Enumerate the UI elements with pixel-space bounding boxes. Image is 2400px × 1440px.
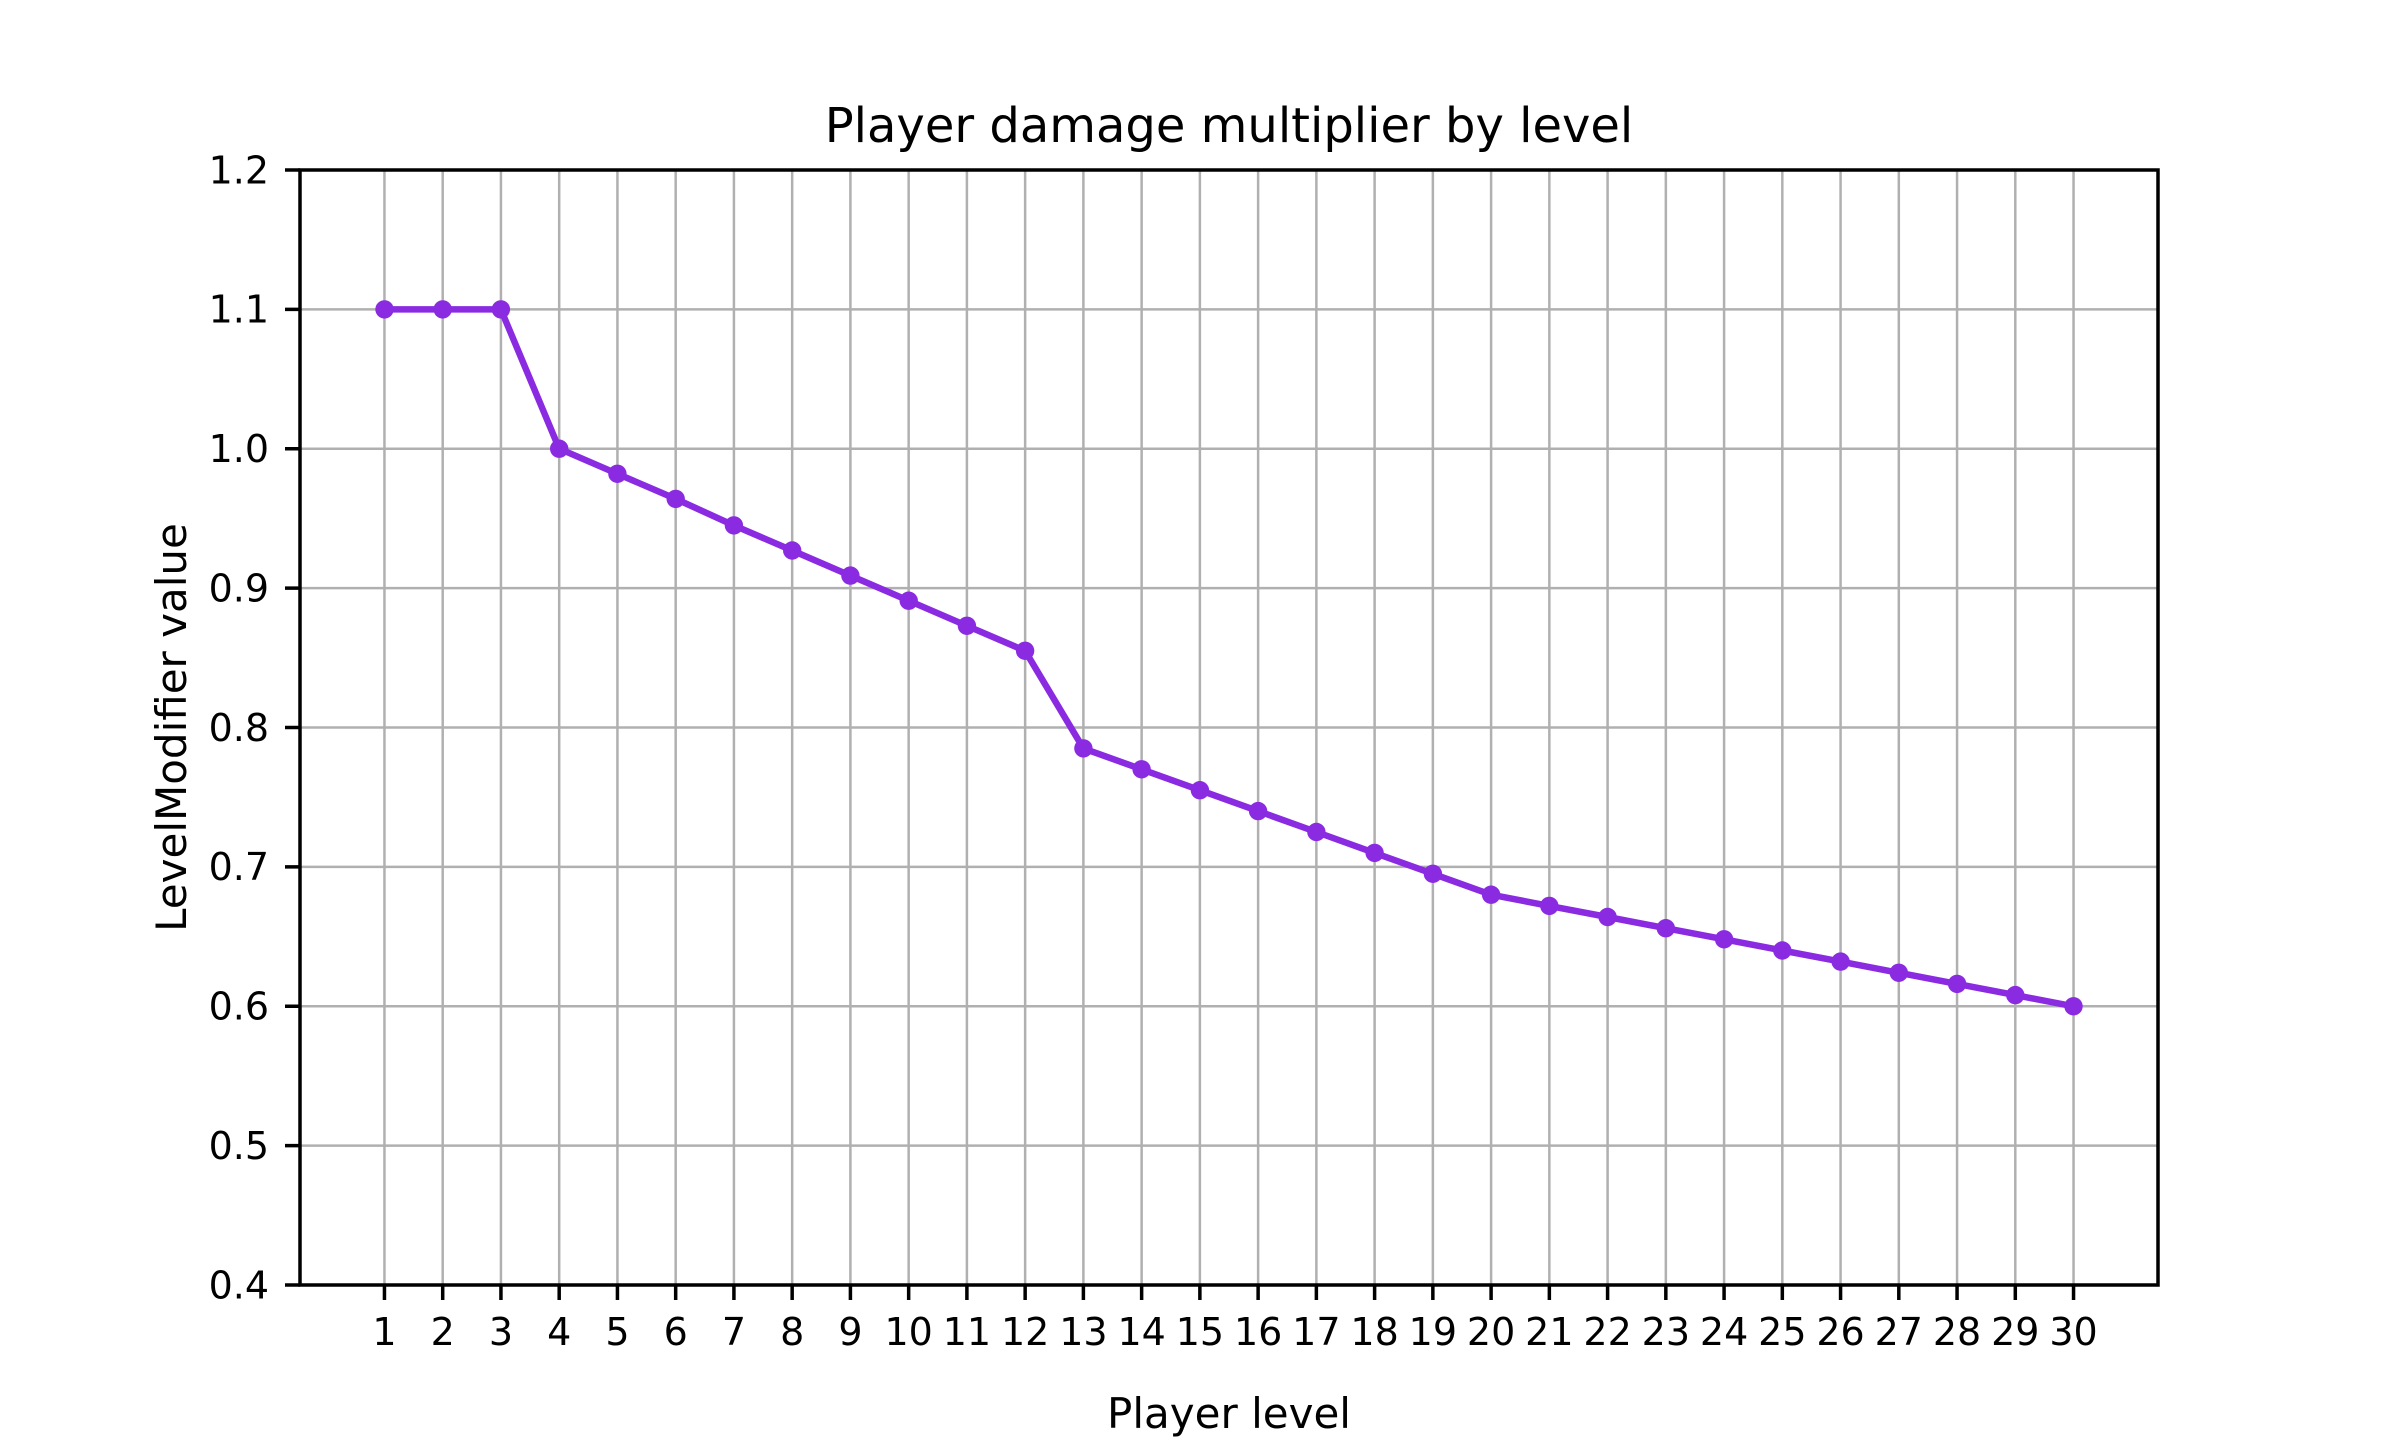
x-tick-label: 6 bbox=[664, 1310, 688, 1354]
x-tick-label: 20 bbox=[1467, 1310, 1515, 1354]
y-tick-label: 0.7 bbox=[209, 845, 269, 889]
x-tick-label: 2 bbox=[431, 1310, 455, 1354]
data-point bbox=[2006, 985, 2025, 1005]
data-point bbox=[1074, 739, 1093, 758]
data-point bbox=[1598, 907, 1617, 927]
data-point bbox=[491, 300, 511, 319]
data-point bbox=[1831, 952, 1850, 971]
data-point bbox=[1365, 843, 1384, 863]
axis-ticks bbox=[285, 168, 2076, 1300]
data-point bbox=[608, 464, 627, 483]
x-tick-label: 10 bbox=[884, 1310, 932, 1354]
y-tick-label: 1.2 bbox=[209, 148, 269, 192]
y-axis-label: LevelModifier value bbox=[147, 523, 196, 932]
series-line bbox=[381, 306, 2077, 1010]
x-tick-label: 26 bbox=[1816, 1310, 1864, 1354]
x-tick-label: 17 bbox=[1292, 1310, 1340, 1354]
data-point bbox=[783, 541, 802, 560]
data-point bbox=[1307, 822, 1326, 842]
y-tick-label: 0.9 bbox=[209, 566, 269, 610]
data-point bbox=[1656, 919, 1676, 938]
x-tick-label: 25 bbox=[1758, 1310, 1806, 1354]
tick-labels: 1 2 3 4 5 6 7 8 9 10 11 12 13 14 15 16 17 18 19 20 21 22 23 24 2… bbox=[209, 148, 2098, 1354]
data-point bbox=[433, 300, 452, 319]
x-tick-label: 29 bbox=[1991, 1310, 2039, 1354]
data-point bbox=[899, 591, 918, 610]
series-layer bbox=[375, 300, 2083, 1016]
data-point bbox=[1015, 641, 1035, 660]
data-point bbox=[957, 616, 977, 635]
x-tick-label: 3 bbox=[489, 1310, 513, 1354]
y-tick-label: 1.0 bbox=[209, 427, 269, 471]
x-tick-label: 11 bbox=[943, 1310, 991, 1354]
x-tick-label: 8 bbox=[780, 1310, 804, 1354]
x-tick-label: 18 bbox=[1350, 1310, 1398, 1354]
x-tick-label: 21 bbox=[1525, 1310, 1573, 1354]
data-point bbox=[1423, 864, 1443, 883]
x-tick-label: 13 bbox=[1059, 1310, 1107, 1354]
data-point bbox=[1947, 974, 1967, 994]
data-point bbox=[1248, 801, 1268, 821]
x-tick-label: 14 bbox=[1117, 1310, 1165, 1354]
x-tick-label: 12 bbox=[1001, 1310, 1049, 1354]
data-point bbox=[724, 516, 744, 535]
x-tick-label: 9 bbox=[838, 1310, 862, 1354]
x-tick-label: 27 bbox=[1875, 1310, 1923, 1354]
y-tick-label: 0.6 bbox=[209, 985, 269, 1029]
x-tick-label: 5 bbox=[605, 1310, 629, 1354]
gridlines bbox=[300, 168, 2158, 1287]
data-point bbox=[1540, 896, 1559, 916]
x-tick-label: 15 bbox=[1176, 1310, 1224, 1354]
x-tick-label: 7 bbox=[722, 1310, 746, 1354]
y-tick-label: 0.4 bbox=[209, 1263, 269, 1307]
chart-title: Player damage multiplier by level bbox=[825, 98, 1634, 154]
x-tick-label: 30 bbox=[2049, 1310, 2097, 1354]
data-point bbox=[1714, 930, 1734, 949]
data-point bbox=[1889, 963, 1909, 982]
data-point bbox=[375, 300, 394, 319]
x-tick-label: 19 bbox=[1409, 1310, 1457, 1354]
data-point bbox=[1481, 885, 1501, 904]
x-tick-label: 22 bbox=[1583, 1310, 1631, 1354]
y-tick-label: 0.8 bbox=[209, 706, 269, 750]
y-tick-label: 0.5 bbox=[209, 1124, 269, 1168]
data-point bbox=[550, 439, 569, 458]
data-point bbox=[1773, 941, 1792, 960]
y-tick-label: 1.1 bbox=[209, 288, 269, 332]
x-tick-label: 1 bbox=[372, 1310, 396, 1354]
data-point bbox=[2064, 997, 2083, 1016]
data-point bbox=[666, 489, 685, 509]
data-point bbox=[841, 566, 860, 585]
x-tick-label: 16 bbox=[1234, 1310, 1282, 1354]
x-axis-label: Player level bbox=[1107, 1389, 1351, 1438]
data-point bbox=[1190, 781, 1210, 800]
x-tick-label: 4 bbox=[547, 1310, 571, 1354]
x-tick-label: 23 bbox=[1642, 1310, 1690, 1354]
x-tick-label: 28 bbox=[1933, 1310, 1981, 1354]
x-tick-label: 24 bbox=[1700, 1310, 1748, 1354]
data-point bbox=[1132, 760, 1151, 779]
